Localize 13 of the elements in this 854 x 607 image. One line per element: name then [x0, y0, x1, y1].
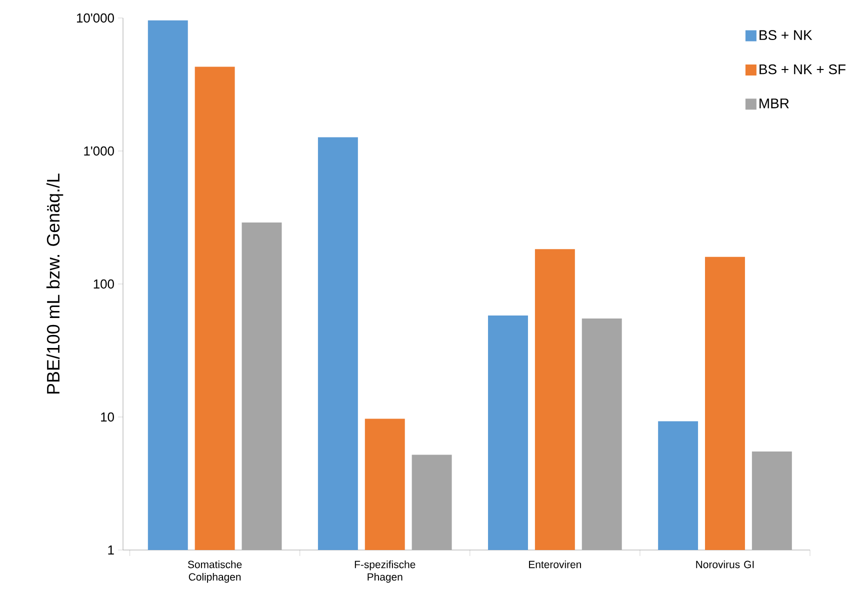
y-tick-label: 100	[94, 279, 114, 289]
y-tick-label: 1'000	[84, 146, 114, 156]
x-tick-label: F-spezifische Phagen	[354, 560, 416, 583]
y-tick-label: 10	[101, 412, 114, 422]
legend-label: MBR	[760, 98, 789, 108]
x-tick-label: Somatische Coliphagen	[188, 560, 242, 583]
y-tick-label: 1	[108, 546, 114, 554]
legend-label: BS + NK + SF	[760, 64, 846, 74]
x-tick-label: Norovirus GI	[696, 560, 754, 568]
legend-label: BS + NK	[760, 30, 812, 40]
y-tick-label: 10'000	[76, 13, 114, 23]
y-axis-title: PBE/100 mL bzw. Genäq./L	[46, 174, 64, 394]
x-tick-label: Enteroviren	[529, 560, 581, 568]
